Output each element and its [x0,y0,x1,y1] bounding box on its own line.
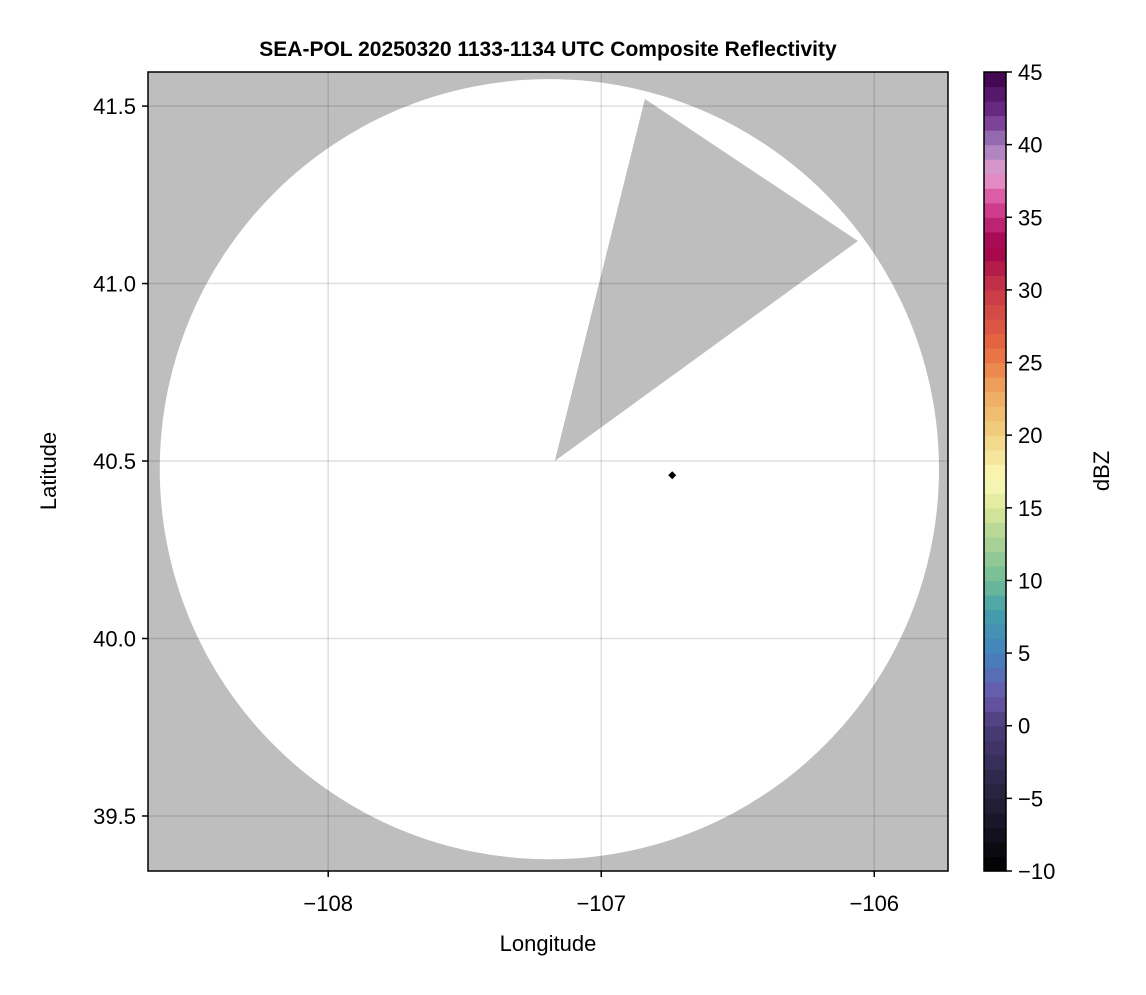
y-tick-label: 41.5 [93,94,136,119]
colorbar-bin [984,406,1006,422]
colorbar-tick-label: 40 [1018,133,1042,158]
blocked-sector [554,98,858,462]
colorbar-bin [984,318,1006,335]
colorbar-bin [984,812,1006,829]
colorbar-tick-label: 35 [1018,205,1042,230]
colorbar-bin [984,798,1006,814]
plot-area: −108 −107 −106 39.5 40.0 40.5 41.0 41.5 [93,71,949,916]
y-tick-label: 39.5 [93,804,136,829]
colorbar-bin [984,696,1006,712]
colorbar-tick-label: 15 [1018,496,1042,521]
colorbar-bin [984,231,1006,247]
colorbar-bin [984,711,1006,727]
colorbar-bin [984,188,1006,204]
colorbar-bin [984,725,1006,741]
colorbar-bin [984,841,1006,858]
colorbar-bin [984,638,1006,654]
colorbar-bin [984,130,1006,146]
x-tick-label: −108 [303,891,353,916]
colorbar-bin [984,260,1006,276]
colorbar-bin [984,536,1006,552]
colorbar-bin [984,173,1006,189]
colorbar-label: dBZ [1089,451,1114,491]
colorbar-bin [984,565,1006,582]
colorbar-bin [984,246,1006,262]
colorbar-bin [984,420,1006,436]
colorbar-bin [984,827,1006,843]
colorbar-tick-label: −5 [1018,786,1043,811]
colorbar-tick-label: 45 [1018,60,1042,85]
colorbar-bin [984,348,1006,364]
colorbar-bin [984,551,1006,567]
colorbar-bin [984,580,1006,596]
colorbar-bin [984,202,1006,218]
colorbar: −10 −5 0 5 10 15 20 25 30 35 40 45 [983,60,1055,884]
colorbar-tick-label: 30 [1018,278,1042,303]
colorbar-bin [984,144,1006,160]
colorbar-bin [984,653,1006,669]
radar-location-marker [668,471,677,480]
plot-content [148,72,948,871]
colorbar-bin [984,391,1006,407]
colorbar-bin [984,740,1006,756]
colorbar-bin [984,754,1006,770]
colorbar-bin [984,769,1006,785]
colorbar-tick-label: 5 [1018,641,1030,666]
colorbar-bin [984,362,1006,378]
colorbar-bin [984,86,1006,102]
colorbar-bin [984,667,1006,683]
plot-frame [147,71,949,872]
colorbar-bin [984,507,1006,523]
colorbar-bin [984,304,1006,320]
colorbar-bin [984,609,1006,625]
colorbar-bin [984,115,1006,131]
colorbar-bin [984,594,1006,611]
colorbar-bin [984,783,1006,799]
colorbar-bin [984,522,1006,538]
colorbar-bin [984,275,1006,291]
colorbar-tick-label: 0 [1018,714,1030,739]
colorbar-bin [984,289,1006,306]
y-tick-label: 40.0 [93,627,136,652]
chart-title: SEA-POL 20250320 1133-1134 UTC Composite… [259,38,837,61]
colorbar-bin [984,217,1006,233]
colorbar-bin [984,478,1006,494]
colorbar-bin [984,682,1006,698]
colorbar-tick-label: 20 [1018,423,1042,448]
y-axis-label: Latitude [36,432,61,510]
colorbar-bin [984,377,1006,393]
colorbar-bin [984,435,1006,451]
colorbar-frame [983,71,1007,872]
x-tick-label: −106 [849,891,899,916]
colorbar-bin [984,333,1006,349]
colorbar-bin [984,856,1006,872]
y-tick-label: 40.5 [93,449,136,474]
colorbar-tick-label: 10 [1018,568,1042,593]
radar-coverage-area [159,79,939,860]
colorbar-bin [984,449,1006,465]
colorbar-bin [984,624,1006,640]
colorbar-bin [984,464,1006,480]
colorbar-tick-label: 25 [1018,351,1042,376]
x-axis-label: Longitude [500,931,597,956]
y-tick-label: 41.0 [93,272,136,297]
colorbar-tick-label: −10 [1018,859,1055,884]
colorbar-bin [984,72,1006,88]
colorbar-bin [984,159,1006,175]
colorbar-bin [984,493,1006,509]
x-tick-label: −107 [576,891,626,916]
colorbar-bin [984,101,1006,117]
